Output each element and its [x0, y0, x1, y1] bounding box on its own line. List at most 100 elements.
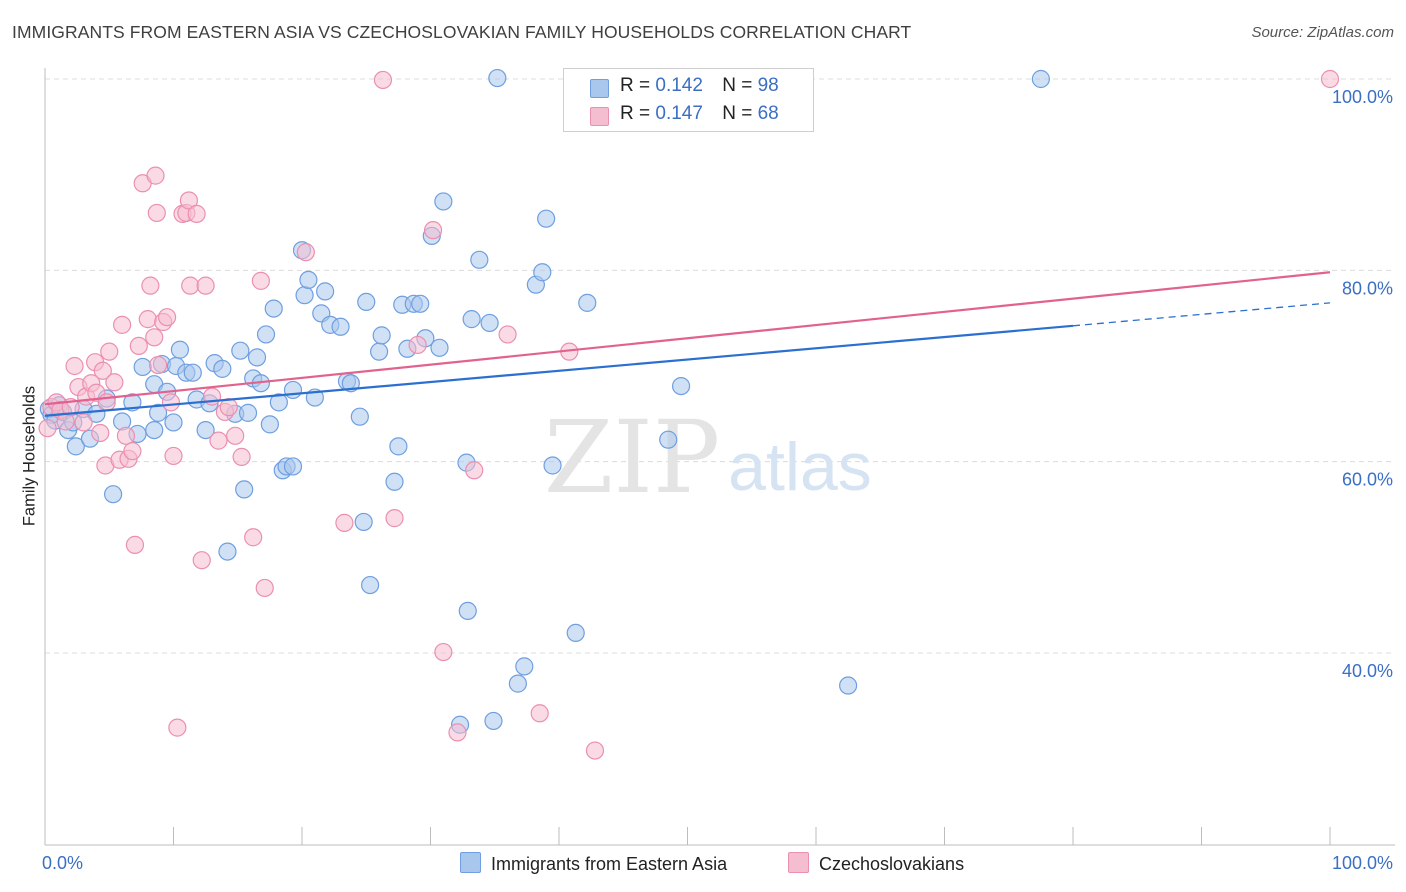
point-czechoslovakian — [373, 70, 393, 90]
point-eastern-asia — [283, 380, 303, 400]
chart-source: Source: ZipAtlas.com — [1251, 24, 1394, 41]
scatter-points — [38, 68, 1340, 760]
point-eastern-asia — [331, 317, 350, 336]
point-czechoslovakian — [141, 276, 160, 295]
point-eastern-asia — [231, 341, 250, 360]
point-czechoslovakian — [181, 276, 200, 295]
point-eastern-asia — [269, 393, 288, 412]
point-czechoslovakian — [100, 342, 119, 361]
point-eastern-asia — [295, 286, 314, 305]
point-czechoslovakian — [187, 204, 206, 223]
bottom-legend-label-blue: Immigrants from Eastern Asia — [491, 854, 728, 874]
point-czechoslovakian — [123, 442, 142, 461]
point-czechoslovakian — [147, 203, 166, 223]
y-tick-label: 100.0% — [1332, 87, 1393, 107]
point-czechoslovakian — [164, 446, 183, 466]
trend-line-czechoslovakian — [44, 271, 1331, 406]
point-czechoslovakian — [335, 513, 354, 532]
legend-swatch-blue — [590, 79, 609, 98]
point-czechoslovakian — [146, 166, 165, 185]
point-eastern-asia — [104, 485, 123, 504]
point-eastern-asia — [260, 415, 279, 434]
point-czechoslovakian — [116, 426, 136, 445]
x-tick-label: 0.0% — [42, 853, 83, 873]
axes — [44, 68, 1395, 846]
legend-r-value: 0.142 — [655, 75, 703, 96]
point-eastern-asia — [458, 601, 477, 621]
point-eastern-asia — [148, 403, 168, 422]
point-eastern-asia — [659, 430, 678, 449]
point-czechoslovakian — [434, 642, 453, 662]
point-czechoslovakian — [1320, 69, 1340, 89]
point-eastern-asia — [370, 342, 389, 361]
point-czechoslovakian — [93, 361, 112, 380]
watermark-zip: ZIP — [544, 399, 720, 516]
point-czechoslovakian — [125, 535, 145, 554]
point-eastern-asia — [484, 711, 503, 731]
bottom-legend-swatch-pink — [788, 852, 809, 873]
point-eastern-asia — [341, 374, 360, 393]
point-eastern-asia — [235, 480, 254, 499]
point-czechoslovakian — [244, 528, 263, 547]
trend-line-eastern-asia-extension — [1072, 302, 1331, 327]
point-czechoslovakian — [161, 393, 181, 412]
bottom-legend-swatch-blue — [460, 852, 481, 873]
point-eastern-asia — [66, 437, 85, 456]
bottom-legend-item-pink: Czechoslovakians — [788, 852, 964, 875]
point-eastern-asia — [1031, 69, 1050, 89]
point-czechoslovakian — [585, 741, 605, 760]
point-eastern-asia — [537, 209, 556, 228]
point-eastern-asia — [543, 456, 562, 475]
x-tick-label: 100.0% — [1332, 853, 1393, 873]
point-czechoslovakian — [385, 509, 404, 528]
point-eastern-asia — [671, 376, 691, 396]
point-eastern-asia — [462, 310, 481, 329]
point-eastern-asia — [145, 420, 164, 440]
point-eastern-asia — [299, 270, 318, 289]
point-eastern-asia — [508, 674, 527, 693]
point-eastern-asia — [238, 403, 258, 422]
point-czechoslovakian — [179, 191, 199, 210]
point-czechoslovakian — [226, 426, 245, 445]
point-eastern-asia — [566, 623, 585, 643]
chart-title: IMMIGRANTS FROM EASTERN ASIA VS CZECHOSL… — [12, 22, 912, 42]
point-eastern-asia — [357, 292, 376, 312]
point-czechoslovakian — [251, 271, 270, 290]
point-eastern-asia — [164, 413, 183, 432]
point-eastern-asia — [213, 359, 232, 378]
y-tick-label: 40.0% — [1342, 661, 1393, 681]
y-tick-label: 60.0% — [1342, 470, 1393, 490]
bottom-legend-item-blue: Immigrants from Eastern Asia — [460, 852, 727, 875]
watermark-atlas: atlas — [728, 429, 872, 505]
point-czechoslovakian — [38, 419, 57, 438]
point-eastern-asia — [361, 575, 380, 595]
point-eastern-asia — [434, 192, 453, 211]
point-eastern-asia — [196, 420, 215, 440]
legend-r-value: 0.147 — [655, 103, 703, 124]
point-eastern-asia — [839, 676, 858, 695]
point-eastern-asia — [533, 263, 552, 282]
trend-line-eastern-asia — [44, 324, 1074, 417]
point-eastern-asia — [578, 293, 597, 312]
point-czechoslovakian — [530, 704, 549, 723]
point-eastern-asia — [87, 404, 106, 423]
point-eastern-asia — [123, 393, 142, 412]
point-czechoslovakian — [196, 276, 215, 295]
point-czechoslovakian — [498, 325, 517, 344]
point-czechoslovakian — [148, 355, 168, 375]
point-eastern-asia — [316, 282, 335, 301]
point-eastern-asia — [411, 294, 430, 313]
point-czechoslovakian — [448, 723, 467, 742]
stats-legend: R = 0.142 N = 98 R = 0.147 N = 68 — [563, 68, 814, 132]
point-eastern-asia — [372, 326, 391, 345]
point-czechoslovakian — [465, 461, 484, 480]
point-eastern-asia — [389, 437, 408, 456]
point-eastern-asia — [488, 68, 507, 88]
point-eastern-asia — [247, 348, 267, 367]
point-czechoslovakian — [65, 356, 84, 376]
point-czechoslovakian — [74, 413, 93, 432]
y-axis-title: Family Households — [20, 385, 39, 527]
point-czechoslovakian — [168, 718, 187, 737]
point-czechoslovakian — [296, 243, 315, 262]
point-czechoslovakian — [138, 310, 157, 329]
